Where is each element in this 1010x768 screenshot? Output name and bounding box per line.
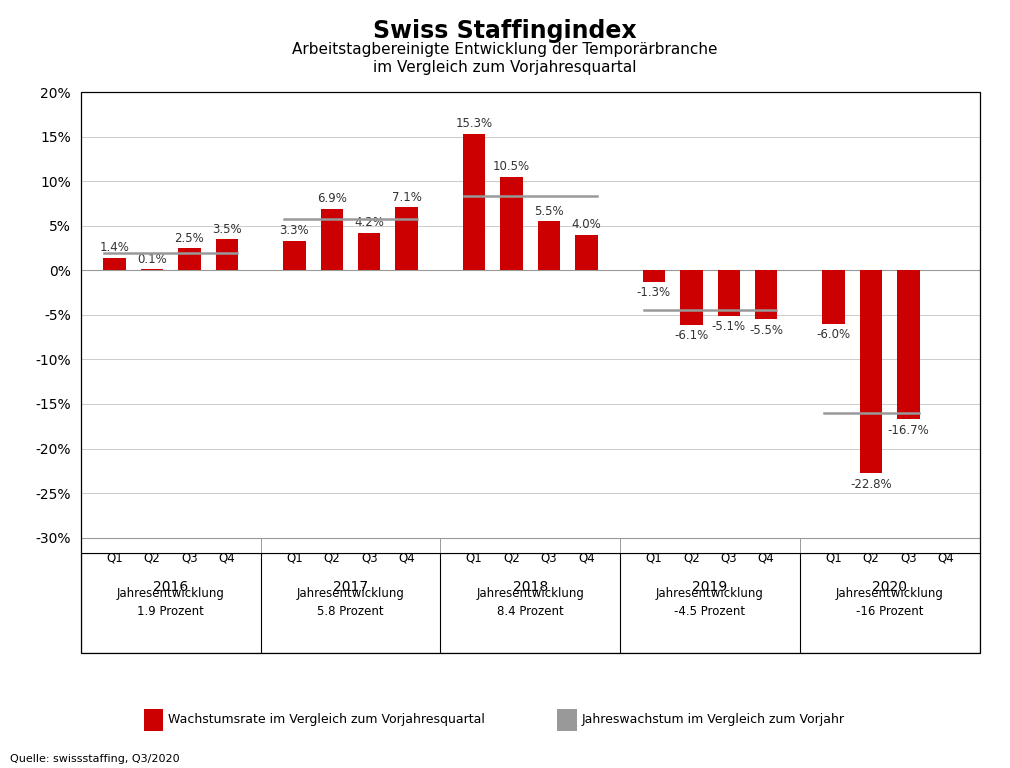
Text: Jahresentwicklung
-4.5 Prozent: Jahresentwicklung -4.5 Prozent (656, 588, 764, 618)
Bar (500, 177, 523, 270)
Text: 6.9%: 6.9% (317, 192, 346, 205)
Bar (717, 270, 740, 316)
Text: Jahresentwicklung
5.8 Prozent: Jahresentwicklung 5.8 Prozent (297, 588, 404, 618)
Text: 4.0%: 4.0% (572, 218, 601, 231)
Bar (822, 270, 845, 324)
Bar (178, 248, 201, 270)
Text: Jahresentwicklung
-16 Prozent: Jahresentwicklung -16 Prozent (836, 588, 943, 618)
Text: -5.1%: -5.1% (712, 320, 745, 333)
Text: 15.3%: 15.3% (456, 118, 493, 131)
Text: Jahresentwicklung
8.4 Prozent: Jahresentwicklung 8.4 Prozent (477, 588, 584, 618)
Text: 2.5%: 2.5% (175, 231, 204, 244)
Text: 4.2%: 4.2% (355, 217, 384, 230)
Text: Q1: Q1 (825, 551, 842, 564)
Text: Q2: Q2 (863, 551, 880, 564)
Text: Quelle: swissstaffing, Q3/2020: Quelle: swissstaffing, Q3/2020 (10, 754, 180, 764)
Text: 7.1%: 7.1% (392, 190, 421, 204)
Text: 3.3%: 3.3% (280, 224, 309, 237)
Text: Q2: Q2 (323, 551, 340, 564)
Text: Q1: Q1 (645, 551, 663, 564)
Text: 2016: 2016 (154, 580, 188, 594)
Text: Q4: Q4 (218, 551, 235, 564)
Text: Q4: Q4 (937, 551, 954, 564)
Text: 5.5%: 5.5% (534, 205, 564, 218)
Bar (576, 235, 598, 270)
Bar (216, 239, 238, 270)
Bar (642, 270, 665, 282)
Bar (283, 241, 305, 270)
Bar (755, 270, 778, 319)
Text: 2019: 2019 (693, 580, 727, 594)
Text: Q3: Q3 (900, 551, 917, 564)
Text: 10.5%: 10.5% (493, 161, 530, 174)
Text: Q2: Q2 (503, 551, 520, 564)
Bar (558, 709, 577, 731)
Text: -5.5%: -5.5% (749, 324, 783, 337)
Bar (103, 258, 125, 270)
Bar (860, 270, 883, 473)
Text: Q4: Q4 (578, 551, 595, 564)
Text: 0.1%: 0.1% (137, 253, 167, 266)
Text: Q1: Q1 (466, 551, 483, 564)
Bar (396, 207, 418, 270)
Text: 2018: 2018 (513, 580, 547, 594)
Text: Swiss Staffingindex: Swiss Staffingindex (373, 19, 637, 43)
Text: Wachstumsrate im Vergleich zum Vorjahresquartal: Wachstumsrate im Vergleich zum Vorjahres… (168, 713, 485, 727)
Bar (463, 134, 486, 270)
Bar (358, 233, 381, 270)
Text: Jahreswachstum im Vergleich zum Vorjahr: Jahreswachstum im Vergleich zum Vorjahr (582, 713, 844, 727)
Text: Q4: Q4 (398, 551, 415, 564)
Text: Q2: Q2 (143, 551, 161, 564)
Text: Q1: Q1 (106, 551, 123, 564)
Text: Q3: Q3 (540, 551, 558, 564)
Text: Q1: Q1 (286, 551, 303, 564)
Text: -22.8%: -22.8% (850, 478, 892, 491)
Text: Q3: Q3 (720, 551, 737, 564)
Bar (537, 221, 561, 270)
Text: Q3: Q3 (361, 551, 378, 564)
Text: 2017: 2017 (333, 580, 368, 594)
Text: Arbeitstagbereinigte Entwicklung der Temporärbranche
im Vergleich zum Vorjahresq: Arbeitstagbereinigte Entwicklung der Tem… (292, 42, 718, 74)
Bar (320, 209, 343, 270)
Bar (143, 709, 164, 731)
Text: Q4: Q4 (758, 551, 775, 564)
Text: Jahresentwicklung
1.9 Prozent: Jahresentwicklung 1.9 Prozent (117, 588, 224, 618)
Text: 3.5%: 3.5% (212, 223, 241, 236)
Text: Q2: Q2 (683, 551, 700, 564)
Text: -16.7%: -16.7% (888, 424, 929, 436)
Text: 1.4%: 1.4% (100, 241, 129, 254)
Text: 2020: 2020 (873, 580, 907, 594)
Text: -1.3%: -1.3% (636, 286, 671, 300)
Bar (680, 270, 703, 325)
Bar (897, 270, 920, 419)
Text: -6.1%: -6.1% (675, 329, 708, 342)
Text: Q3: Q3 (181, 551, 198, 564)
Text: -6.0%: -6.0% (816, 328, 850, 341)
